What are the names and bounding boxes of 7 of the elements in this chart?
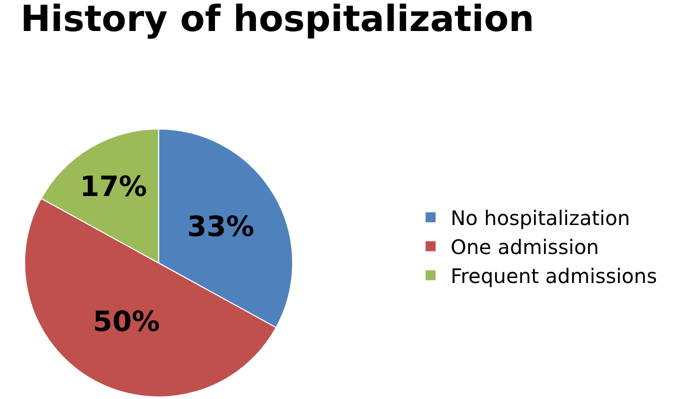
data-label: 50% [92, 305, 160, 338]
data-label: 17% [80, 170, 147, 204]
legend-label: Frequent admissions [450, 264, 658, 288]
chart-title: History of hospitalization [20, 0, 534, 40]
legend-label: No hospitalization [450, 206, 630, 230]
data-label: 33% [187, 210, 254, 243]
legend-label: One admission [450, 235, 599, 260]
